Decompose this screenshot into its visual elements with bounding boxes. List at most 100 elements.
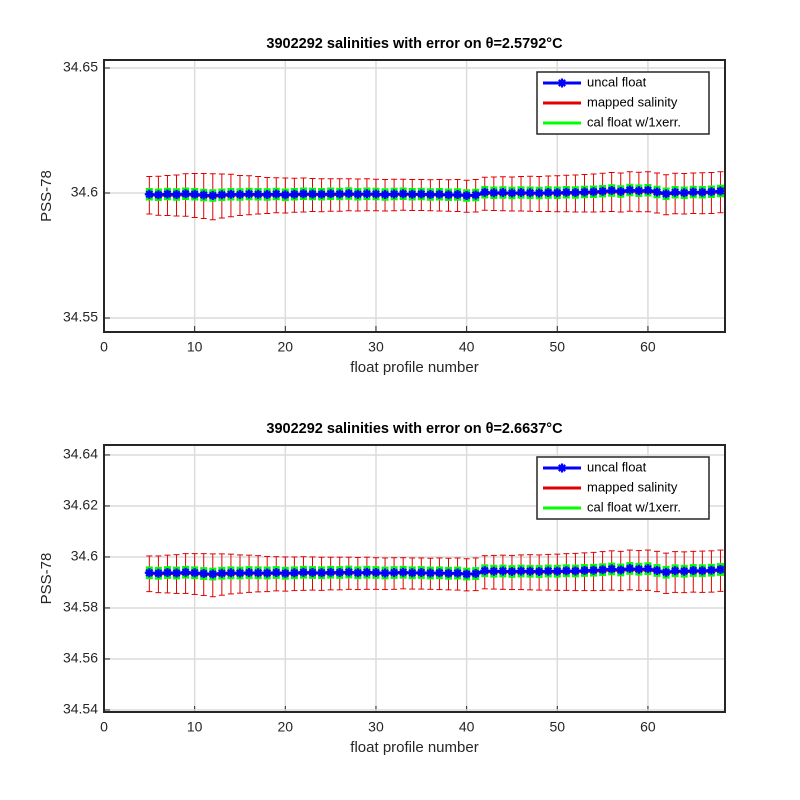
plot-area: 0 10 20 30 40 50 60 34.54 34.56 34.58 34.6 34.62 34.… <box>38 421 726 756</box>
marker <box>308 189 318 199</box>
marker <box>525 188 535 198</box>
marker <box>217 568 227 578</box>
marker <box>443 190 453 200</box>
x-tick-label: 0 <box>100 339 108 355</box>
marker <box>616 565 626 575</box>
marker <box>670 566 680 576</box>
y-tick-label: 34.54 <box>63 701 98 717</box>
marker <box>144 568 154 578</box>
marker <box>199 190 209 200</box>
x-tick-label: 0 <box>100 719 108 735</box>
marker <box>289 568 299 578</box>
marker <box>607 186 617 195</box>
line <box>149 188 721 197</box>
marker <box>688 565 698 575</box>
marker <box>380 568 390 578</box>
x-tick-label: 40 <box>459 719 475 735</box>
x-tick-label: 50 <box>549 339 565 355</box>
marker <box>344 567 354 577</box>
legend-label: mapped salinity <box>587 94 678 109</box>
marker <box>244 189 254 199</box>
marker <box>298 567 308 577</box>
marker <box>425 568 435 578</box>
axes-frame <box>103 59 726 333</box>
legend-label: cal float w/1xerr. <box>587 499 681 514</box>
marker <box>507 188 517 198</box>
legend: uncal float mapped salinity cal float w/1x… <box>536 71 710 135</box>
marker <box>462 191 472 200</box>
legend-label: uncal float <box>587 459 647 474</box>
marker <box>153 568 163 578</box>
marker <box>679 566 689 576</box>
marker <box>253 568 263 578</box>
marker <box>589 187 599 197</box>
x-axis-label: float profile number <box>350 739 478 756</box>
chart-title: 3902292 salinities with error on θ=2.663… <box>266 421 563 437</box>
legend: uncal float mapped salinity cal float w/1x… <box>536 456 710 520</box>
marker <box>398 567 408 577</box>
marker <box>643 564 653 574</box>
marker <box>516 188 526 197</box>
x-tick-label: 20 <box>278 339 294 355</box>
marker <box>661 567 671 577</box>
marker <box>570 188 580 197</box>
marker <box>715 186 725 196</box>
marker <box>389 568 399 578</box>
x-tick-label: 10 <box>187 339 203 355</box>
marker <box>353 189 363 199</box>
series-layer <box>144 549 725 598</box>
x-tick-label: 60 <box>640 339 656 355</box>
marker <box>616 187 626 196</box>
marker <box>380 190 390 199</box>
marker <box>181 567 191 577</box>
marker <box>271 568 281 578</box>
marker <box>570 566 580 576</box>
x-tick-label: 50 <box>549 719 565 735</box>
marker <box>561 566 571 576</box>
x-tick-label: 40 <box>459 339 475 355</box>
marker <box>280 190 290 200</box>
y-tick-label: 34.64 <box>63 446 98 462</box>
marker <box>634 186 644 196</box>
marker <box>271 189 281 199</box>
marker <box>326 567 336 577</box>
marker <box>516 566 526 576</box>
marker <box>543 188 553 197</box>
marker <box>326 189 336 199</box>
marker <box>643 185 653 195</box>
marker <box>652 565 662 575</box>
axes-frame <box>103 444 726 713</box>
marker <box>525 566 535 576</box>
marker <box>217 190 227 200</box>
marker <box>697 566 707 576</box>
marker <box>362 567 372 577</box>
marker <box>371 189 381 199</box>
plot-area: 0 10 20 30 40 50 60 34.55 34.6 34.65 3902292 salin… <box>38 36 726 376</box>
line <box>149 567 721 576</box>
marker <box>371 568 381 578</box>
marker <box>453 568 463 578</box>
y-tick-label: 34.62 <box>63 497 98 513</box>
marker <box>706 187 716 197</box>
marker <box>407 568 417 578</box>
x-axis-label: float profile number <box>350 359 478 376</box>
y-axis-label: PSS-78 <box>38 170 55 222</box>
marker <box>181 189 191 199</box>
marker <box>670 187 680 197</box>
x-tick-label: 10 <box>187 719 203 735</box>
marker <box>162 189 172 199</box>
x-tick-label: 30 <box>368 339 384 355</box>
y-tick-label: 34.55 <box>63 309 98 325</box>
marker <box>607 564 617 574</box>
marker <box>308 568 318 578</box>
marker <box>335 568 345 578</box>
legend-label: uncal float <box>587 74 647 89</box>
marker <box>335 189 345 199</box>
marker <box>598 565 608 575</box>
marker <box>389 189 399 199</box>
marker <box>235 190 245 199</box>
legend-marker <box>557 463 567 473</box>
marker <box>244 568 254 578</box>
marker <box>407 189 417 199</box>
marker <box>471 569 481 579</box>
